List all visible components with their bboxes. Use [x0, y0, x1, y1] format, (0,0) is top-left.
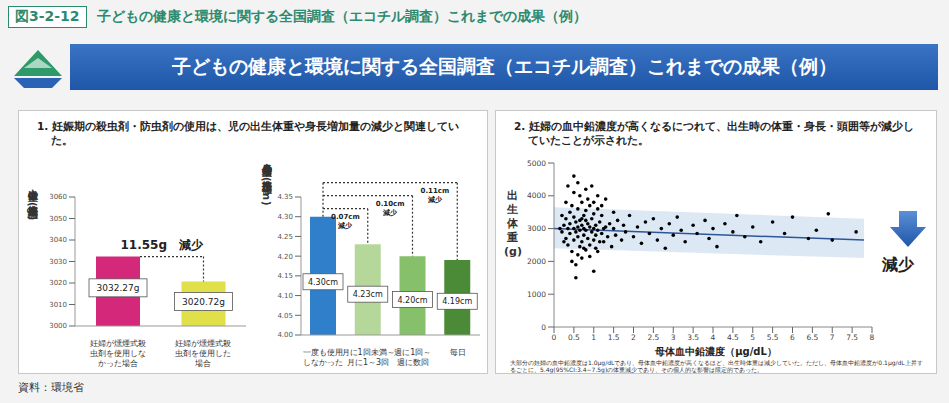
svg-text:5000: 5000 — [527, 159, 546, 168]
svg-text:1000: 1000 — [527, 290, 546, 299]
html-text:子どもの健康と環境に関する全国調査（エコチル調査）これまでの: 子どもの健康と環境に関する全国調査（エコチル調査）これまでの成果（例） — [96, 8, 587, 24]
svg-text:1.5: 1.5 — [608, 333, 620, 342]
svg-text:11.55g 減少: 11.55g 減少 — [120, 238, 204, 252]
svg-text:4.00: 4.00 — [277, 331, 293, 339]
html-text:減少: 減少 — [882, 255, 914, 274]
svg-text:4.20: 4.20 — [277, 253, 293, 261]
svg-text:4.15: 4.15 — [277, 272, 293, 280]
svg-text:0: 0 — [552, 333, 557, 342]
svg-text:0.11cm減少: 0.11cm減少 — [421, 187, 450, 204]
svg-text:6.5: 6.5 — [806, 333, 818, 342]
svg-text:月に1回未満～月に1～3回: 月に1回未満～月に1～3回 — [342, 348, 395, 367]
svg-text:4.19cm: 4.19cm — [442, 297, 472, 306]
html-text:1. 妊娠期の殺虫剤・防虫剤の使用は、児の出生体重や身長増加: 1. 妊娠期の殺虫剤・防虫剤の使用は、児の出生体重や身長増加量の減少と関連してい… — [37, 120, 459, 146]
svg-text:7: 7 — [830, 333, 835, 342]
html-text:2. 妊婦の血中鉛濃度が高くなるにつれて、出生時の体重・身長: 2. 妊婦の血中鉛濃度が高くなるにつれて、出生時の体重・身長・頭囲等が減少してい… — [514, 120, 914, 146]
svg-text:3020: 3020 — [49, 279, 67, 287]
svg-text:4.20cm: 4.20cm — [397, 296, 427, 305]
svg-text:4.5: 4.5 — [727, 333, 739, 342]
html-text:子どもの健康と環境に関する全国調査（エコチル調査）これまでの: 子どもの健康と環境に関する全国調査（エコチル調査）これまでの成果（例） — [171, 55, 837, 77]
svg-text:4.30: 4.30 — [277, 213, 293, 221]
svg-text:4.35: 4.35 — [277, 193, 293, 201]
svg-text:4.05: 4.05 — [277, 312, 293, 320]
svg-text:4.23cm: 4.23cm — [353, 290, 383, 299]
svg-text:5.5: 5.5 — [767, 333, 779, 342]
svg-text:7.5: 7.5 — [846, 333, 858, 342]
html-text:出生体重の推定平均値(g): 出生体重の推定平均値(g) — [27, 181, 38, 222]
svg-text:週に1回～週に数回: 週に1回～週に数回 — [394, 348, 431, 367]
svg-text:0.07cm減少: 0.07cm減少 — [331, 213, 360, 230]
svg-text:妊婦が燻煙式殺虫剤を使用しなかった場合: 妊婦が燻煙式殺虫剤を使用しなかった場合 — [90, 339, 146, 368]
svg-text:2000: 2000 — [527, 257, 546, 266]
svg-text:3000: 3000 — [527, 224, 546, 233]
html-text:出生体重(g): 出生体重(g) — [504, 189, 522, 258]
svg-text:3010: 3010 — [49, 301, 67, 309]
svg-text:0: 0 — [541, 323, 546, 332]
svg-text:毎日: 毎日 — [450, 348, 466, 357]
svg-text:3060: 3060 — [49, 193, 67, 201]
svg-text:8: 8 — [870, 333, 875, 342]
svg-text:3050: 3050 — [49, 215, 67, 223]
svg-text:妊婦が燻煙式殺虫剤を使用した場合: 妊婦が燻煙式殺虫剤を使用した場合 — [175, 339, 231, 368]
svg-text:2: 2 — [631, 333, 636, 342]
svg-text:6: 6 — [790, 333, 795, 342]
svg-text:1: 1 — [591, 333, 596, 342]
html-text:母体血中鉛濃度（μg/dL）: 母体血中鉛濃度（μg/dL） — [655, 346, 777, 357]
svg-text:4000: 4000 — [527, 191, 546, 200]
svg-text:0.10cm減少: 0.10cm減少 — [376, 200, 405, 217]
svg-text:一度も使用しなかった: 一度も使用しなかった — [303, 348, 343, 367]
svg-text:3032.27g: 3032.27g — [97, 283, 140, 293]
svg-text:3040: 3040 — [49, 236, 67, 244]
svg-text:5: 5 — [750, 333, 755, 342]
svg-text:4.10: 4.10 — [277, 292, 293, 300]
svg-text:0.5: 0.5 — [568, 333, 580, 342]
svg-text:4: 4 — [711, 333, 716, 342]
svg-text:3: 3 — [671, 333, 676, 342]
svg-text:3020.72g: 3020.72g — [182, 297, 225, 307]
html-text:大部分の妊婦の血中鉛濃度は1.0μg/dLであり、母体血中鉛: 大部分の妊婦の血中鉛濃度は1.0μg/dLであり、母体血中鉛濃度が高くなるほど、… — [510, 359, 923, 373]
svg-text:2.5: 2.5 — [647, 333, 659, 342]
svg-text:3.5: 3.5 — [687, 333, 699, 342]
html-text:資料：環境省: 資料：環境省 — [18, 381, 84, 394]
html-text:図3-2-12: 図3-2-12 — [15, 8, 80, 24]
html-text:身長増加量の推定平均値(cm): 身長増加量の推定平均値(cm) — [261, 155, 272, 207]
svg-text:3000: 3000 — [49, 322, 67, 330]
svg-text:4.25: 4.25 — [277, 233, 293, 241]
svg-text:4.30cm: 4.30cm — [308, 278, 338, 287]
svg-text:3030: 3030 — [49, 258, 67, 266]
